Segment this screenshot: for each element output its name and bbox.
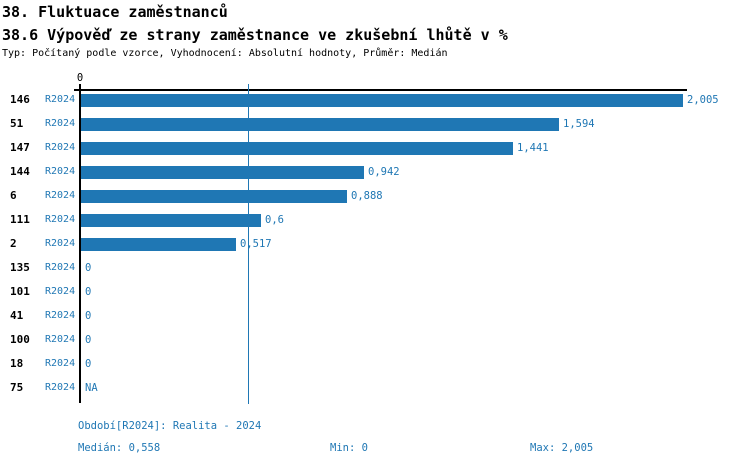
row-series-label: R2024 bbox=[45, 334, 76, 345]
bar-value-label: 0 bbox=[85, 334, 92, 346]
bar bbox=[81, 214, 261, 227]
bar-value-label: 0 bbox=[85, 262, 92, 274]
chart-row: 146 R2024 2,005 bbox=[0, 88, 750, 112]
row-id-label: 18 bbox=[10, 357, 24, 370]
row-id-label: 144 bbox=[10, 165, 30, 178]
bar bbox=[81, 118, 559, 131]
row-id-label: 75 bbox=[10, 381, 24, 394]
page-title: 38. Fluktuace zaměstnanců bbox=[2, 3, 228, 21]
row-series-label: R2024 bbox=[45, 142, 76, 153]
bar bbox=[81, 94, 683, 107]
row-series-label: R2024 bbox=[45, 238, 76, 249]
row-id-label: 100 bbox=[10, 333, 30, 346]
chart-row: 51 R2024 1,594 bbox=[0, 112, 750, 136]
chart-meta-info: Typ: Počítaný podle vzorce, Vyhodnocení:… bbox=[2, 48, 448, 59]
row-series-label: R2024 bbox=[45, 118, 76, 129]
row-id-label: 111 bbox=[10, 213, 30, 226]
row-id-label: 101 bbox=[10, 285, 30, 298]
median-reference-line bbox=[248, 84, 249, 404]
row-id-label: 2 bbox=[10, 237, 17, 250]
bar-value-label: 0,6 bbox=[265, 214, 284, 226]
row-series-label: R2024 bbox=[45, 94, 76, 105]
chart-row: 100 R2024 0 bbox=[0, 328, 750, 352]
bar-value-label: 0 bbox=[85, 310, 92, 322]
row-series-label: R2024 bbox=[45, 190, 76, 201]
row-id-label: 6 bbox=[10, 189, 17, 202]
row-series-label: R2024 bbox=[45, 214, 76, 225]
chart-row: 41 R2024 0 bbox=[0, 304, 750, 328]
row-series-label: R2024 bbox=[45, 382, 76, 393]
row-id-label: 41 bbox=[10, 309, 24, 322]
row-id-label: 51 bbox=[10, 117, 24, 130]
bar-value-label: 0,942 bbox=[368, 166, 400, 178]
bar-value-label: 1,441 bbox=[517, 142, 549, 154]
chart-row: 75 R2024 NA bbox=[0, 376, 750, 400]
bar bbox=[81, 238, 236, 251]
bar-value-label: 1,594 bbox=[563, 118, 595, 130]
x-axis-line bbox=[74, 89, 687, 91]
bar bbox=[81, 142, 513, 155]
row-series-label: R2024 bbox=[45, 358, 76, 369]
chart-row: 135 R2024 0 bbox=[0, 256, 750, 280]
bar-chart: 0 146 R2024 2,005 51 R2024 1,594 147 R2024 1,441… bbox=[0, 72, 750, 404]
period-legend-label: Období[R2024]: Realita - 2024 bbox=[78, 420, 262, 432]
row-series-label: R2024 bbox=[45, 166, 76, 177]
bar-value-label: 0 bbox=[85, 358, 92, 370]
row-id-label: 135 bbox=[10, 261, 30, 274]
chart-row: 111 R2024 0,6 bbox=[0, 208, 750, 232]
chart-row: 2 R2024 0,517 bbox=[0, 232, 750, 256]
max-stat-label: Max: 2,005 bbox=[530, 442, 594, 454]
x-axis-zero-tick-label: 0 bbox=[76, 72, 84, 84]
chart-row: 6 R2024 0,888 bbox=[0, 184, 750, 208]
row-series-label: R2024 bbox=[45, 310, 76, 321]
chart-subtitle: 38.6 Výpověď ze strany zaměstnance ve zk… bbox=[2, 26, 508, 44]
y-axis-line bbox=[79, 84, 81, 403]
bar bbox=[81, 190, 347, 203]
chart-row: 101 R2024 0 bbox=[0, 280, 750, 304]
bar bbox=[81, 166, 364, 179]
bar-value-label: 2,005 bbox=[687, 94, 719, 106]
bar-value-label: NA bbox=[85, 382, 98, 394]
bar-value-label: 0 bbox=[85, 286, 92, 298]
chart-row: 147 R2024 1,441 bbox=[0, 136, 750, 160]
min-stat-label: Min: 0 bbox=[330, 442, 368, 454]
chart-row: 144 R2024 0,942 bbox=[0, 160, 750, 184]
row-id-label: 147 bbox=[10, 141, 30, 154]
bar-value-label: 0,517 bbox=[240, 238, 272, 250]
row-id-label: 146 bbox=[10, 93, 30, 106]
chart-row: 18 R2024 0 bbox=[0, 352, 750, 376]
bar-value-label: 0,888 bbox=[351, 190, 383, 202]
row-series-label: R2024 bbox=[45, 286, 76, 297]
row-series-label: R2024 bbox=[45, 262, 76, 273]
median-stat-label: Medián: 0,558 bbox=[78, 442, 161, 454]
